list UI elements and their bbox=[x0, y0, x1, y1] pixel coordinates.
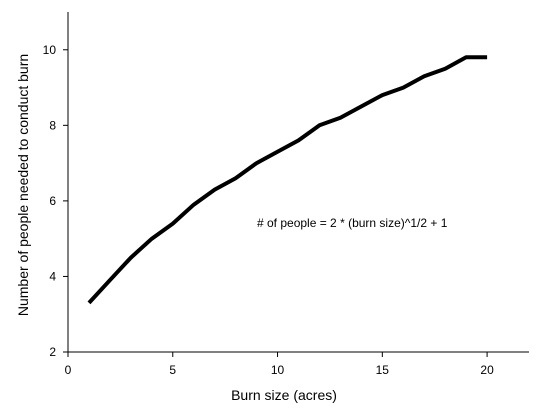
x-tick-label: 15 bbox=[376, 363, 390, 377]
axes bbox=[67, 12, 529, 353]
y-tick-label: 2 bbox=[49, 345, 56, 359]
equation-annotation: # of people = 2 * (burn size)^1/2 + 1 bbox=[257, 216, 448, 230]
x-axis-title: Burn size (acres) bbox=[231, 387, 337, 403]
x-tick-label: 0 bbox=[65, 363, 72, 377]
y-axis-title: Number of people needed to conduct burn bbox=[15, 54, 31, 316]
y-ticks: 2 4 6 8 10 bbox=[43, 43, 68, 359]
series-line bbox=[87, 55, 488, 305]
x-ticks: 0 5 10 15 20 bbox=[65, 352, 494, 377]
y-tick-label: 4 bbox=[49, 269, 56, 283]
y-tick-label: 10 bbox=[43, 43, 57, 57]
y-tick-label: 6 bbox=[49, 194, 56, 208]
x-tick-label: 10 bbox=[271, 363, 285, 377]
y-tick-label: 8 bbox=[49, 118, 56, 132]
x-tick-label: 5 bbox=[169, 363, 176, 377]
x-tick-label: 20 bbox=[480, 363, 494, 377]
